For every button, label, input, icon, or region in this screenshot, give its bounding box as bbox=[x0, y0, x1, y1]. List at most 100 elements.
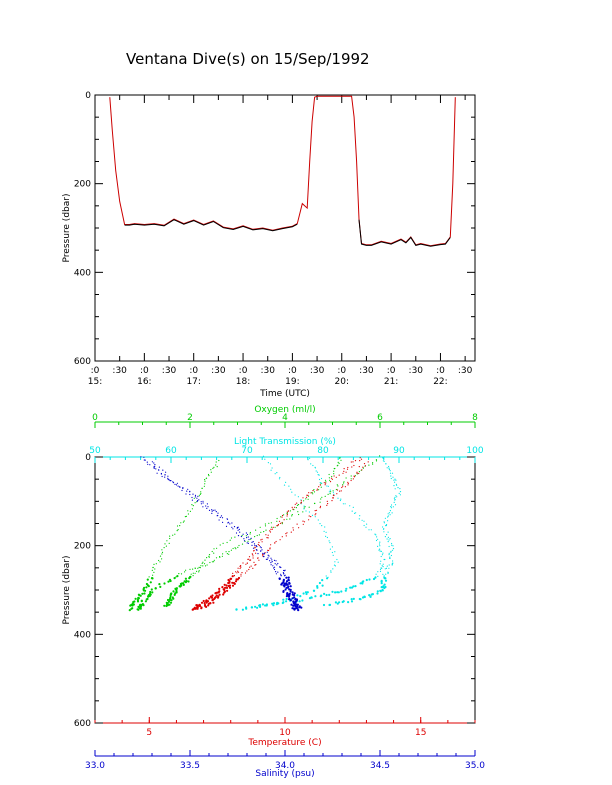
salinity-point bbox=[192, 493, 194, 495]
salinity-tick-label: 33.0 bbox=[85, 761, 105, 771]
temperature-point bbox=[353, 476, 356, 478]
oxygen-point bbox=[145, 586, 148, 589]
light-point bbox=[386, 538, 388, 540]
temperature-point bbox=[327, 503, 329, 505]
temperature-point bbox=[208, 597, 211, 600]
top-x-tick-minute-label: :0 bbox=[91, 366, 100, 376]
light-point bbox=[394, 496, 396, 498]
oxygen-point bbox=[375, 460, 378, 462]
salinity-point bbox=[261, 549, 263, 551]
oxygen-point bbox=[131, 602, 134, 605]
top-y-axis-label: Pressure (dbar) bbox=[62, 194, 72, 263]
oxygen-point bbox=[201, 487, 203, 489]
light-point bbox=[333, 493, 335, 495]
light-point bbox=[283, 484, 286, 486]
top-x-tick-minute-label: :0 bbox=[189, 366, 198, 376]
salinity-point bbox=[253, 543, 256, 545]
salinity-point bbox=[298, 606, 301, 609]
light-point bbox=[370, 529, 372, 531]
salinity-point bbox=[285, 586, 288, 589]
temperature-point bbox=[266, 537, 268, 539]
temperature-point bbox=[290, 531, 292, 533]
salinity-point bbox=[262, 552, 264, 555]
salinity-point bbox=[280, 575, 282, 577]
temperature-point bbox=[249, 559, 251, 562]
light-point bbox=[387, 536, 389, 539]
light-point bbox=[375, 539, 378, 542]
oxygen-point bbox=[330, 491, 332, 493]
temperature-point bbox=[254, 564, 256, 566]
oxygen-point bbox=[331, 475, 333, 478]
temperature-point bbox=[218, 587, 221, 591]
light-tick-label: 60 bbox=[165, 446, 177, 456]
oxygen-point bbox=[139, 604, 142, 608]
oxygen-tick-label: 2 bbox=[187, 413, 193, 423]
light-point bbox=[388, 539, 390, 541]
light-point bbox=[307, 457, 309, 459]
temperature-point bbox=[248, 558, 250, 560]
oxygen-points bbox=[128, 455, 381, 612]
salinity-point bbox=[191, 496, 193, 499]
light-point bbox=[382, 563, 384, 565]
oxygen-point bbox=[149, 581, 152, 584]
oxygen-point bbox=[166, 540, 168, 542]
temperature-point bbox=[285, 533, 287, 535]
salinity-point bbox=[175, 484, 178, 486]
light-point bbox=[321, 525, 323, 527]
light-point bbox=[334, 591, 337, 594]
light-point bbox=[319, 595, 322, 598]
temperature-point bbox=[221, 586, 224, 589]
top-y-tick-label: 400 bbox=[74, 268, 91, 278]
oxygen-point bbox=[226, 541, 228, 544]
salinity-point bbox=[247, 536, 249, 538]
oxygen-point bbox=[208, 556, 210, 558]
top-x-axis-label: Time (UTC) bbox=[259, 389, 310, 399]
light-point bbox=[388, 467, 390, 469]
light-point bbox=[381, 565, 383, 567]
oxygen-point bbox=[208, 475, 210, 477]
temperature-point bbox=[302, 523, 304, 525]
light-point bbox=[363, 520, 365, 522]
temperature-point bbox=[329, 481, 332, 483]
light-point bbox=[323, 592, 326, 596]
salinity-point bbox=[182, 487, 184, 490]
light-point bbox=[388, 552, 390, 555]
temperature-point bbox=[333, 475, 335, 477]
light-tick-label: 80 bbox=[317, 446, 329, 456]
light-point bbox=[337, 591, 340, 594]
salinity-point bbox=[168, 479, 170, 481]
oxygen-point bbox=[213, 561, 215, 563]
oxygen-point bbox=[130, 607, 133, 610]
oxygen-point bbox=[159, 561, 161, 563]
light-point bbox=[382, 566, 384, 568]
salinity-point bbox=[277, 571, 279, 573]
salinity-tick-label: 33.5 bbox=[180, 761, 200, 771]
light-point bbox=[325, 535, 327, 538]
salinity-point bbox=[255, 545, 257, 547]
oxygen-point bbox=[164, 543, 166, 545]
salinity-point bbox=[285, 580, 289, 583]
light-point bbox=[394, 499, 396, 501]
temperature-point bbox=[236, 572, 238, 574]
top-y-ticks: 0 200 400 600 bbox=[74, 91, 475, 367]
temperature-tick-label: 15 bbox=[415, 728, 426, 738]
oxygen-point bbox=[336, 465, 338, 467]
light-point bbox=[317, 519, 319, 521]
salinity-point bbox=[160, 472, 162, 475]
salinity-point bbox=[287, 595, 291, 598]
salinity-point bbox=[146, 461, 148, 463]
oxygen-point bbox=[268, 522, 270, 524]
oxygen-point bbox=[337, 461, 339, 463]
oxygen-point bbox=[165, 601, 168, 604]
oxygen-point bbox=[180, 522, 182, 524]
light-point bbox=[391, 563, 393, 565]
pressure-line bbox=[109, 95, 456, 247]
top-x-tick-minute-label: :0 bbox=[387, 366, 396, 376]
oxygen-point bbox=[198, 571, 200, 573]
oxygen-point bbox=[191, 504, 193, 506]
top-x-tick-minute-label: :30 bbox=[458, 366, 473, 376]
oxygen-point bbox=[320, 486, 322, 488]
oxygen-point bbox=[153, 571, 155, 574]
light-point bbox=[305, 510, 307, 512]
top-x-tick-minute-label: :0 bbox=[239, 366, 248, 376]
